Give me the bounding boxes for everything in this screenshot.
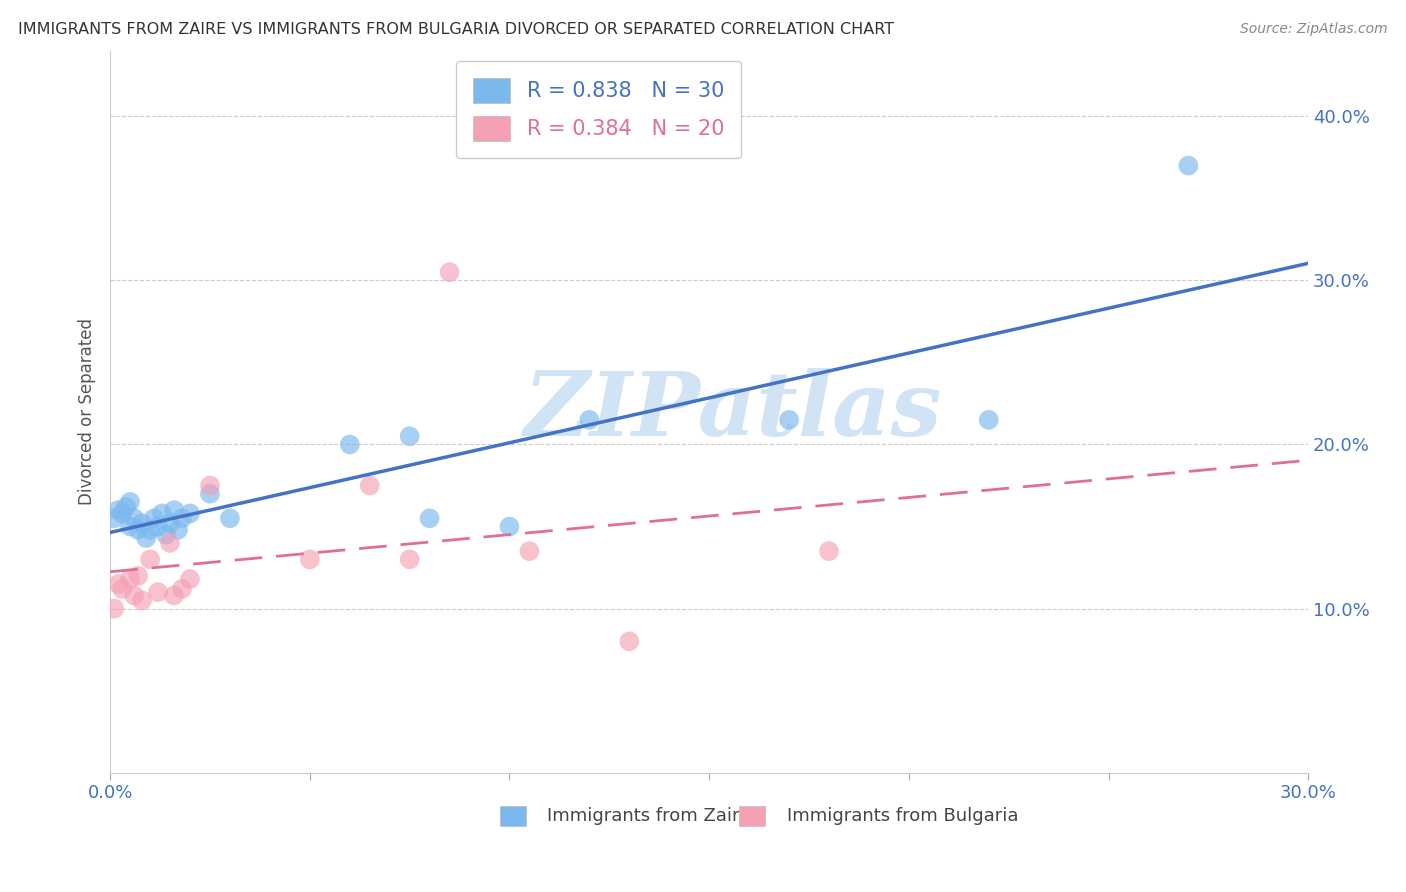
Point	[163, 589, 186, 603]
Point	[111, 507, 134, 521]
Text: Immigrants from Bulgaria: Immigrants from Bulgaria	[787, 807, 1018, 825]
Point	[146, 519, 169, 533]
Point	[398, 552, 420, 566]
Point	[103, 511, 125, 525]
Point	[439, 265, 461, 279]
Point	[578, 413, 600, 427]
Point	[179, 572, 201, 586]
Point	[135, 531, 157, 545]
Point	[146, 585, 169, 599]
Point	[339, 437, 361, 451]
Point	[219, 511, 242, 525]
Point	[159, 516, 181, 531]
Point	[519, 544, 541, 558]
Text: Immigrants from Zaire: Immigrants from Zaire	[547, 807, 751, 825]
Point	[127, 523, 149, 537]
Point	[120, 519, 142, 533]
Point	[398, 429, 420, 443]
Text: Source: ZipAtlas.com: Source: ZipAtlas.com	[1240, 22, 1388, 37]
Point	[107, 577, 129, 591]
Point	[198, 478, 221, 492]
Point	[1177, 159, 1199, 173]
Point	[122, 511, 145, 525]
Point	[977, 413, 1000, 427]
Legend: R = 0.838   N = 30, R = 0.384   N = 20: R = 0.838 N = 30, R = 0.384 N = 20	[456, 61, 741, 158]
Point	[198, 486, 221, 500]
Point	[778, 413, 800, 427]
FancyBboxPatch shape	[499, 805, 526, 826]
Point	[498, 519, 520, 533]
Point	[127, 568, 149, 582]
Point	[111, 582, 134, 596]
Point	[150, 507, 173, 521]
Point	[359, 478, 381, 492]
Point	[179, 507, 201, 521]
Point	[167, 523, 190, 537]
Point	[139, 552, 162, 566]
Point	[143, 511, 166, 525]
Point	[139, 523, 162, 537]
Point	[419, 511, 441, 525]
Point	[159, 536, 181, 550]
Text: IMMIGRANTS FROM ZAIRE VS IMMIGRANTS FROM BULGARIA DIVORCED OR SEPARATED CORRELAT: IMMIGRANTS FROM ZAIRE VS IMMIGRANTS FROM…	[18, 22, 894, 37]
Point	[155, 527, 177, 541]
Point	[120, 572, 142, 586]
Point	[122, 589, 145, 603]
Y-axis label: Divorced or Separated: Divorced or Separated	[79, 318, 96, 505]
Point	[818, 544, 841, 558]
Point	[163, 503, 186, 517]
Point	[298, 552, 321, 566]
Point	[115, 500, 138, 514]
Point	[619, 634, 641, 648]
Point	[170, 582, 193, 596]
Point	[131, 516, 153, 531]
Point	[120, 495, 142, 509]
Point	[107, 503, 129, 517]
Point	[170, 511, 193, 525]
Text: ZIPatlas: ZIPatlas	[524, 368, 942, 455]
Point	[103, 601, 125, 615]
Point	[131, 593, 153, 607]
FancyBboxPatch shape	[740, 805, 765, 826]
